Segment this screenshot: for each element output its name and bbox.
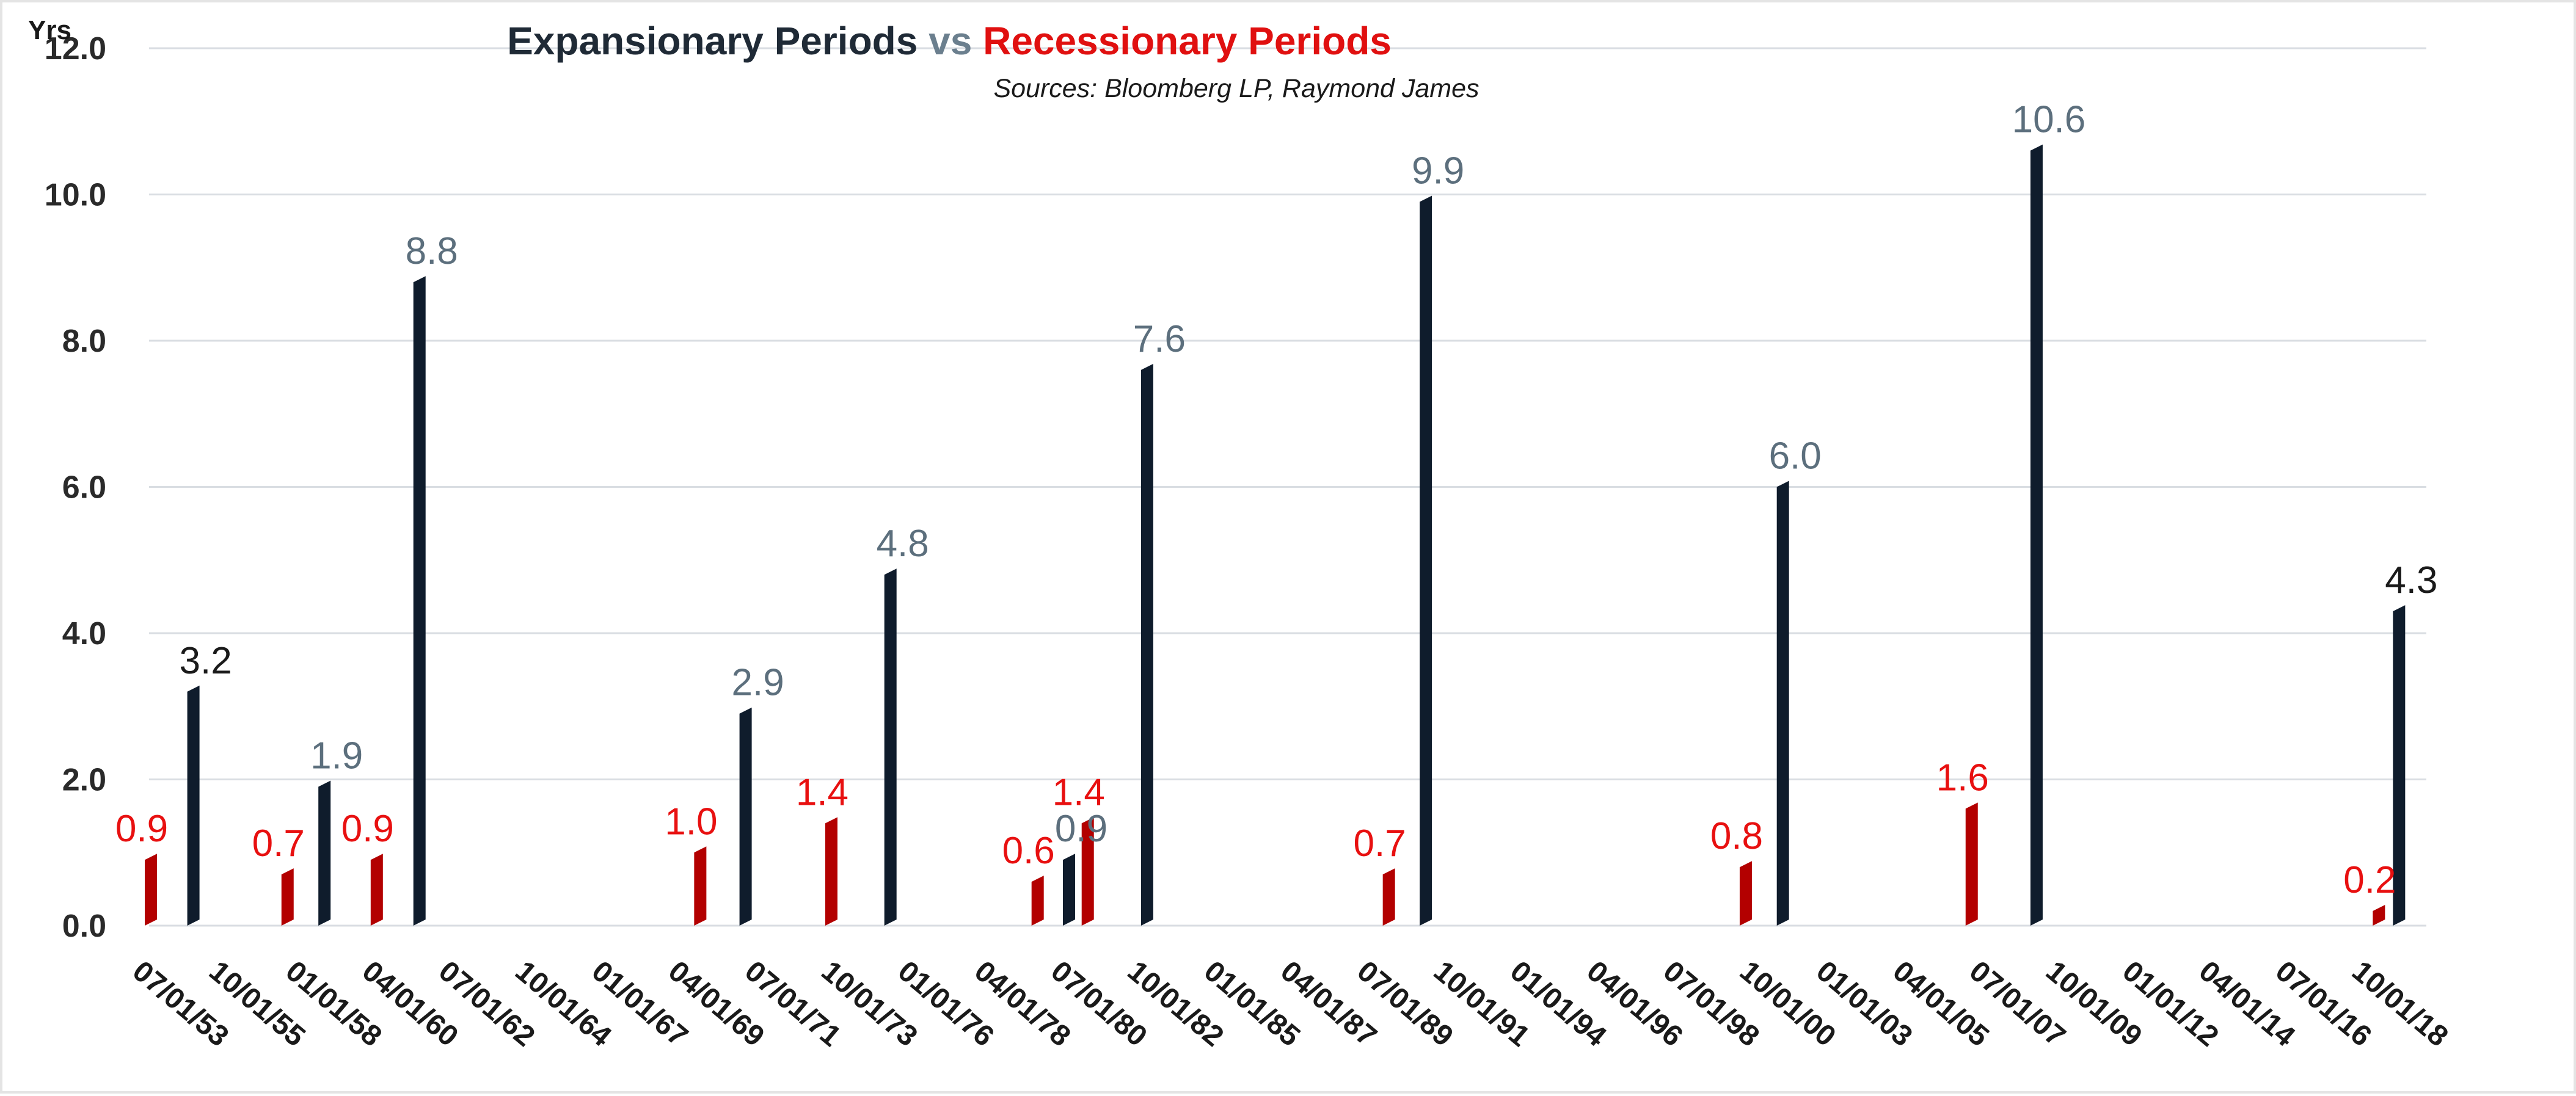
title-part-expansionary: Expansionary Periods: [507, 19, 918, 63]
expansion-bar: [2030, 144, 2043, 926]
expansion-data-label: 2.9: [731, 662, 784, 704]
recession-data-label: 0.8: [1710, 815, 1763, 857]
recession-bar: [145, 854, 157, 926]
y-tick-label: 10.0: [45, 178, 106, 213]
recession-bar: [694, 846, 707, 926]
expansion-bar: [884, 568, 897, 926]
expansion-bar: [187, 685, 200, 926]
expansion-bar: [318, 780, 331, 926]
expansion-bar: [1420, 195, 1432, 926]
y-tick-label: 8.0: [62, 324, 106, 359]
expansion-data-label: 9.9: [1412, 150, 1464, 192]
expansion-data-label: 7.6: [1133, 318, 1186, 360]
bars: [145, 144, 2406, 926]
title-part-recessionary: Recessionary Periods: [983, 19, 1392, 63]
expansion-data-label: 6.0: [1769, 435, 1822, 477]
expansion-bar: [739, 707, 752, 926]
expansion-bar: [1776, 481, 1789, 926]
y-axis: 0.0 2.0 4.0 6.0 8.0 10.0 12.0: [45, 31, 106, 944]
recession-bar: [370, 854, 383, 926]
expansion-data-label: 8.8: [406, 230, 458, 272]
chart-title: Expansionary Periods vs Recessionary Per…: [507, 19, 1392, 63]
recession-bar: [1081, 817, 1094, 926]
y-tick-label: 12.0: [45, 31, 106, 67]
recession-data-label: 0.6: [1002, 830, 1055, 872]
y-tick-label: 2.0: [62, 763, 106, 798]
recession-data-label: 0.2: [2343, 859, 2396, 901]
recession-data-label: 0.7: [1354, 822, 1406, 865]
expansion-bar: [1140, 363, 1153, 926]
recession-data-label: 1.0: [665, 800, 717, 843]
recession-data-label: 1.6: [1936, 757, 1989, 799]
expansion-bar: [2393, 605, 2406, 926]
data-labels: 0.9 0.7 0.9 1.0 1.4 0.6 1.4 0.7 0.8 1.6 0.2 3.2 1.9 8…: [115, 99, 2438, 901]
chart-subtitle: Sources: Bloomberg LP, Raymond James: [993, 74, 1479, 103]
recession-bar: [2373, 905, 2385, 926]
recession-data-label: 1.4: [1053, 771, 1105, 813]
expansion-data-label: 4.8: [877, 523, 929, 565]
recession-data-label: 0.9: [341, 808, 394, 850]
recession-bar: [1382, 868, 1395, 926]
recession-data-label: 0.7: [252, 822, 305, 865]
gridlines: [149, 47, 2426, 927]
expansion-data-label: 0.9: [1055, 808, 1107, 850]
expansion-data-label: 10.6: [2012, 99, 2086, 141]
recession-bar: [1031, 876, 1044, 926]
recession-bar: [281, 868, 294, 926]
y-tick-label: 0.0: [62, 909, 106, 944]
expansion-bar: [1062, 854, 1075, 926]
recession-bar: [825, 817, 837, 926]
recession-data-label: 1.4: [796, 771, 848, 813]
y-axis-unit: Yrs: [28, 15, 71, 45]
x-axis: 07/01/5310/01/5501/01/5804/01/6007/01/62…: [126, 955, 2454, 1053]
recession-data-label: 0.9: [115, 808, 168, 850]
title-part-vs: vs: [918, 19, 983, 63]
expansion-bar: [413, 276, 426, 926]
expansion-data-label: 3.2: [179, 640, 232, 682]
recession-bar: [1965, 802, 1978, 926]
expansion-data-label: 4.3: [2385, 559, 2437, 601]
recession-bar: [1739, 861, 1752, 926]
expansion-data-label: 1.9: [310, 735, 363, 777]
y-tick-label: 6.0: [62, 470, 106, 506]
y-tick-label: 4.0: [62, 616, 106, 651]
